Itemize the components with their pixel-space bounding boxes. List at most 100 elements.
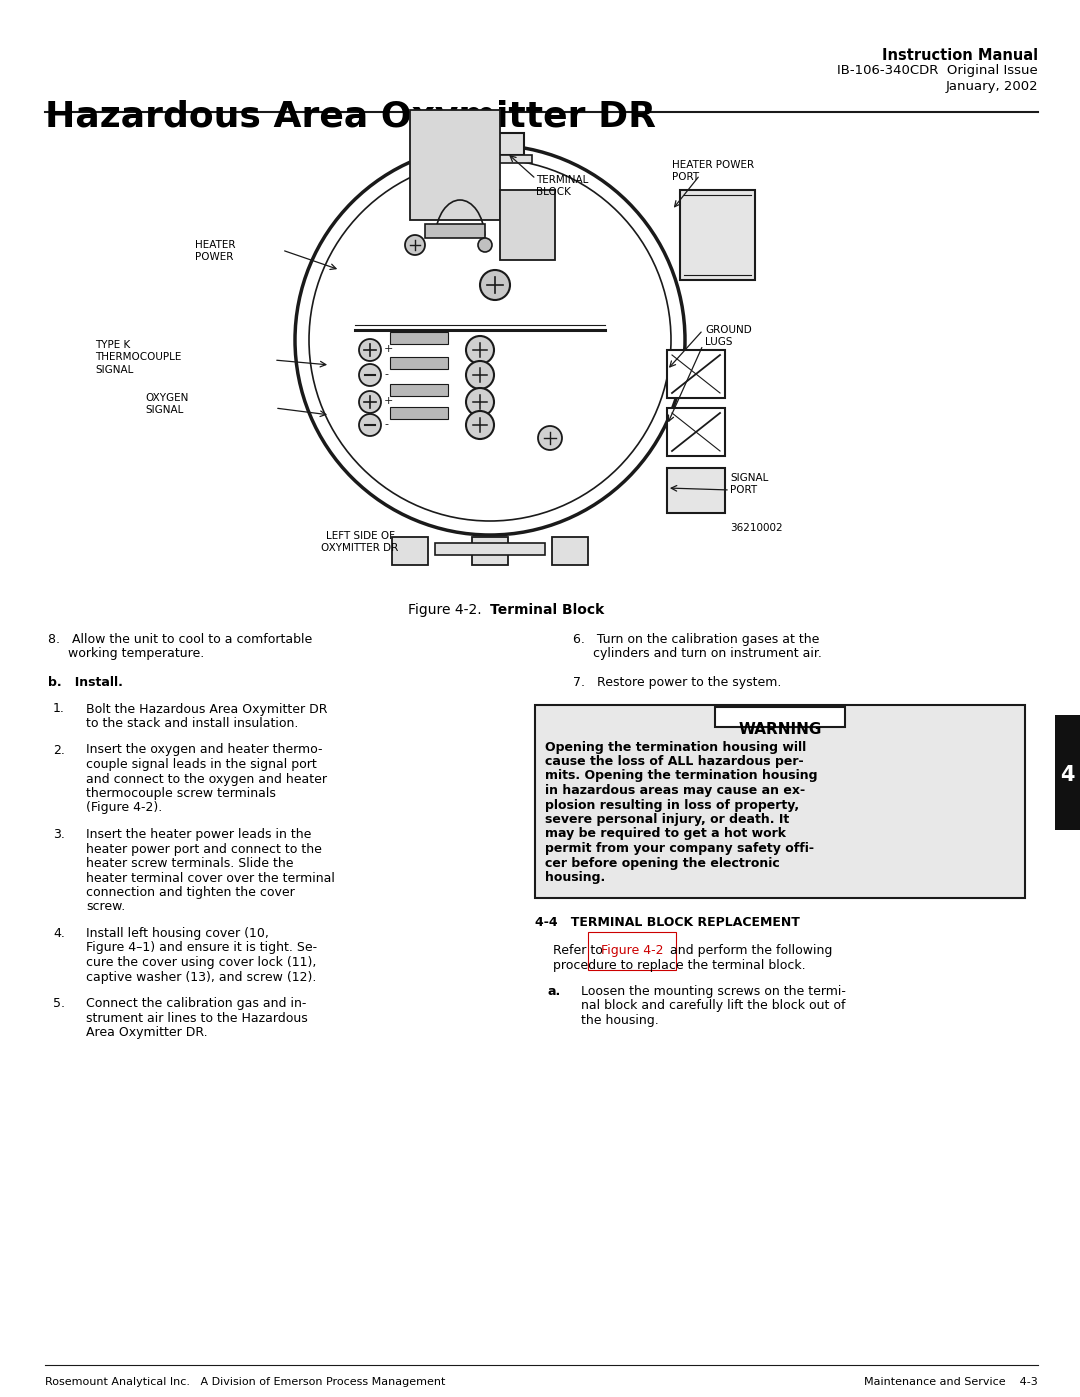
Bar xyxy=(680,190,755,279)
Text: Insert the oxygen and heater thermo-: Insert the oxygen and heater thermo- xyxy=(86,743,323,757)
Text: housing.: housing. xyxy=(545,870,605,884)
Text: Maintenance and Service    4-3: Maintenance and Service 4-3 xyxy=(864,1377,1038,1387)
Bar xyxy=(426,224,485,237)
Circle shape xyxy=(465,411,494,439)
Text: Refer to: Refer to xyxy=(553,944,607,957)
Text: heater terminal cover over the terminal: heater terminal cover over the terminal xyxy=(86,872,335,884)
Bar xyxy=(667,408,725,455)
Text: +: + xyxy=(384,395,393,407)
Text: GROUND
LUGS: GROUND LUGS xyxy=(705,326,752,348)
Text: 1.: 1. xyxy=(53,703,65,715)
Text: 4: 4 xyxy=(1059,766,1075,785)
Text: b.   Install.: b. Install. xyxy=(48,676,123,689)
Circle shape xyxy=(359,365,381,386)
Text: screw.: screw. xyxy=(86,901,125,914)
Text: LEFT SIDE OF
OXYMITTER DR: LEFT SIDE OF OXYMITTER DR xyxy=(322,531,399,553)
Text: TERMINAL
BLOCK: TERMINAL BLOCK xyxy=(536,175,589,197)
Text: to the stack and install insulation.: to the stack and install insulation. xyxy=(86,717,298,731)
Bar xyxy=(456,133,524,155)
Text: Figure 4-2: Figure 4-2 xyxy=(600,944,663,957)
Circle shape xyxy=(359,391,381,414)
Text: 4.: 4. xyxy=(53,928,65,940)
Text: Rosemount Analytical Inc.   A Division of Emerson Process Management: Rosemount Analytical Inc. A Division of … xyxy=(45,1377,445,1387)
Text: cause the loss of ALL hazardous per-: cause the loss of ALL hazardous per- xyxy=(545,754,804,768)
Text: 2.: 2. xyxy=(53,743,65,757)
Text: working temperature.: working temperature. xyxy=(48,647,204,661)
Bar xyxy=(390,332,448,344)
Text: severe personal injury, or death. It: severe personal injury, or death. It xyxy=(545,813,789,826)
Circle shape xyxy=(465,337,494,365)
Text: 8.   Allow the unit to cool to a comfortable: 8. Allow the unit to cool to a comfortab… xyxy=(48,633,312,645)
Bar xyxy=(667,468,725,513)
Text: couple signal leads in the signal port: couple signal leads in the signal port xyxy=(86,759,316,771)
Bar xyxy=(667,351,725,398)
Text: plosion resulting in loss of property,: plosion resulting in loss of property, xyxy=(545,799,799,812)
Text: 6.   Turn on the calibration gases at the: 6. Turn on the calibration gases at the xyxy=(573,633,820,645)
Text: permit from your company safety offi-: permit from your company safety offi- xyxy=(545,842,814,855)
Text: Loosen the mounting screws on the termi-: Loosen the mounting screws on the termi- xyxy=(581,985,846,997)
Text: Connect the calibration gas and in-: Connect the calibration gas and in- xyxy=(86,997,307,1010)
Text: (Figure 4-2).: (Figure 4-2). xyxy=(86,802,162,814)
Text: 36210002: 36210002 xyxy=(730,522,783,534)
Circle shape xyxy=(405,235,426,256)
Text: 4-4   TERMINAL BLOCK REPLACEMENT: 4-4 TERMINAL BLOCK REPLACEMENT xyxy=(535,915,800,929)
Text: 3.: 3. xyxy=(53,828,65,841)
Bar xyxy=(392,536,428,564)
Text: and perform the following: and perform the following xyxy=(665,944,832,957)
Text: Figure 4–1) and ensure it is tight. Se-: Figure 4–1) and ensure it is tight. Se- xyxy=(86,942,318,954)
Circle shape xyxy=(478,237,492,251)
Text: HEATER POWER
PORT: HEATER POWER PORT xyxy=(672,161,754,183)
Text: a.: a. xyxy=(548,985,562,997)
Text: HEATER
POWER: HEATER POWER xyxy=(195,240,235,263)
Bar xyxy=(535,704,1025,897)
Text: cure the cover using cover lock (11),: cure the cover using cover lock (11), xyxy=(86,956,316,970)
Text: Area Oxymitter DR.: Area Oxymitter DR. xyxy=(86,1025,207,1039)
Text: SIGNAL
PORT: SIGNAL PORT xyxy=(730,474,768,496)
Text: may be required to get a hot work: may be required to get a hot work xyxy=(545,827,786,841)
Text: Instruction Manual: Instruction Manual xyxy=(882,47,1038,63)
Text: Install left housing cover (10,: Install left housing cover (10, xyxy=(86,928,269,940)
Text: strument air lines to the Hazardous: strument air lines to the Hazardous xyxy=(86,1011,308,1024)
Text: Figure 4-2.: Figure 4-2. xyxy=(407,604,490,617)
Text: Hazardous Area Oxymitter DR: Hazardous Area Oxymitter DR xyxy=(45,101,656,134)
Circle shape xyxy=(538,426,562,450)
Text: 5.: 5. xyxy=(53,997,65,1010)
Text: January, 2002: January, 2002 xyxy=(945,80,1038,94)
Circle shape xyxy=(359,414,381,436)
Text: in hazardous areas may cause an ex-: in hazardous areas may cause an ex- xyxy=(545,784,805,798)
Text: -: - xyxy=(384,369,388,379)
Bar xyxy=(472,536,508,564)
Text: the housing.: the housing. xyxy=(581,1014,659,1027)
Text: connection and tighten the cover: connection and tighten the cover xyxy=(86,886,295,900)
Circle shape xyxy=(465,360,494,388)
Text: captive washer (13), and screw (12).: captive washer (13), and screw (12). xyxy=(86,971,316,983)
Text: -: - xyxy=(384,419,388,429)
Text: nal block and carefully lift the block out of: nal block and carefully lift the block o… xyxy=(581,999,846,1013)
Text: Bolt the Hazardous Area Oxymitter DR: Bolt the Hazardous Area Oxymitter DR xyxy=(86,703,327,715)
Text: Opening the termination housing will: Opening the termination housing will xyxy=(545,740,807,753)
Text: Insert the heater power leads in the: Insert the heater power leads in the xyxy=(86,828,311,841)
Text: mits. Opening the termination housing: mits. Opening the termination housing xyxy=(545,770,818,782)
Text: and connect to the oxygen and heater: and connect to the oxygen and heater xyxy=(86,773,327,785)
Text: heater power port and connect to the: heater power port and connect to the xyxy=(86,842,322,855)
Text: TYPE K
THERMOCOUPLE
SIGNAL: TYPE K THERMOCOUPLE SIGNAL xyxy=(95,339,181,374)
Text: 7.   Restore power to the system.: 7. Restore power to the system. xyxy=(573,676,781,689)
Bar xyxy=(390,358,448,369)
Text: +: + xyxy=(384,344,393,353)
Bar xyxy=(1055,715,1080,830)
Text: IB-106-340CDR  Original Issue: IB-106-340CDR Original Issue xyxy=(837,64,1038,77)
Bar xyxy=(500,190,555,260)
Bar xyxy=(410,110,500,219)
Circle shape xyxy=(359,339,381,360)
Bar xyxy=(448,155,532,163)
Bar xyxy=(390,384,448,395)
Bar xyxy=(435,543,545,555)
Text: procedure to replace the terminal block.: procedure to replace the terminal block. xyxy=(553,958,806,971)
Text: cer before opening the electronic: cer before opening the electronic xyxy=(545,856,780,869)
Text: Terminal Block: Terminal Block xyxy=(490,604,604,617)
Bar xyxy=(390,407,448,419)
Circle shape xyxy=(480,270,510,300)
Text: thermocouple screw terminals: thermocouple screw terminals xyxy=(86,787,275,800)
Text: cylinders and turn on instrument air.: cylinders and turn on instrument air. xyxy=(573,647,822,661)
Ellipse shape xyxy=(295,145,685,535)
